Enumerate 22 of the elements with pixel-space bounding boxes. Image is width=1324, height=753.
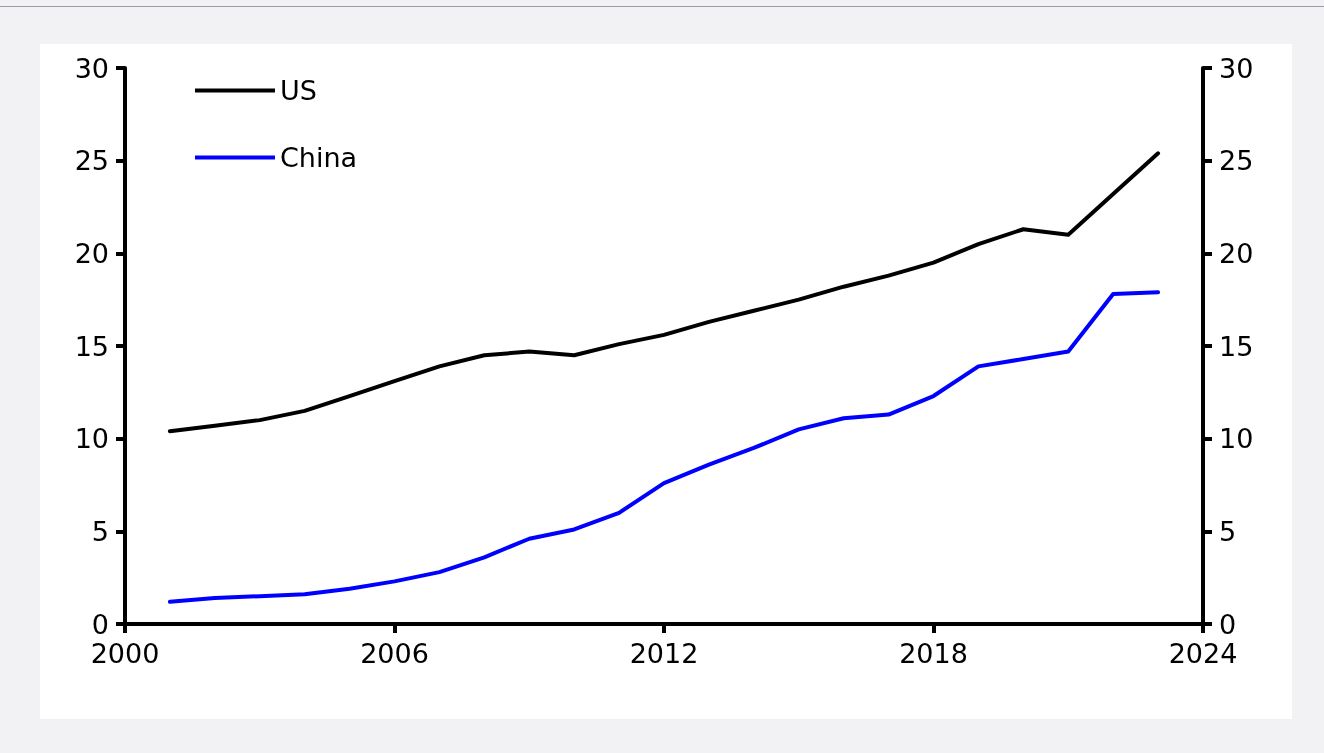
y2-tick-label: 5 bbox=[1219, 515, 1237, 547]
y-tick-label: 5 bbox=[91, 515, 109, 547]
y-tick-label: 20 bbox=[74, 237, 109, 269]
y2-tick-label: 20 bbox=[1219, 237, 1254, 269]
y2-tick-label: 15 bbox=[1219, 330, 1254, 362]
x-tick-label: 2006 bbox=[360, 638, 429, 669]
y2-tick-label: 30 bbox=[1219, 52, 1254, 84]
x-tick-label: 2012 bbox=[629, 638, 699, 669]
legend-label: US bbox=[280, 75, 317, 106]
y-tick-label: 25 bbox=[74, 145, 109, 177]
y2-tick-label: 0 bbox=[1219, 608, 1237, 640]
x-tick-label: 2018 bbox=[899, 638, 968, 669]
y-tick-label: 30 bbox=[74, 52, 109, 84]
x-tick-label: 2024 bbox=[1168, 638, 1238, 669]
y2-tick-label: 10 bbox=[1219, 423, 1254, 455]
y-tick-label: 10 bbox=[74, 423, 109, 455]
legend-label: China bbox=[280, 142, 358, 173]
y-tick-label: 15 bbox=[74, 330, 109, 362]
line-series bbox=[167, 290, 1161, 604]
x-tick-label: 2000 bbox=[90, 638, 160, 669]
y2-tick-label: 25 bbox=[1219, 145, 1254, 177]
y-tick-label: 0 bbox=[91, 608, 109, 640]
